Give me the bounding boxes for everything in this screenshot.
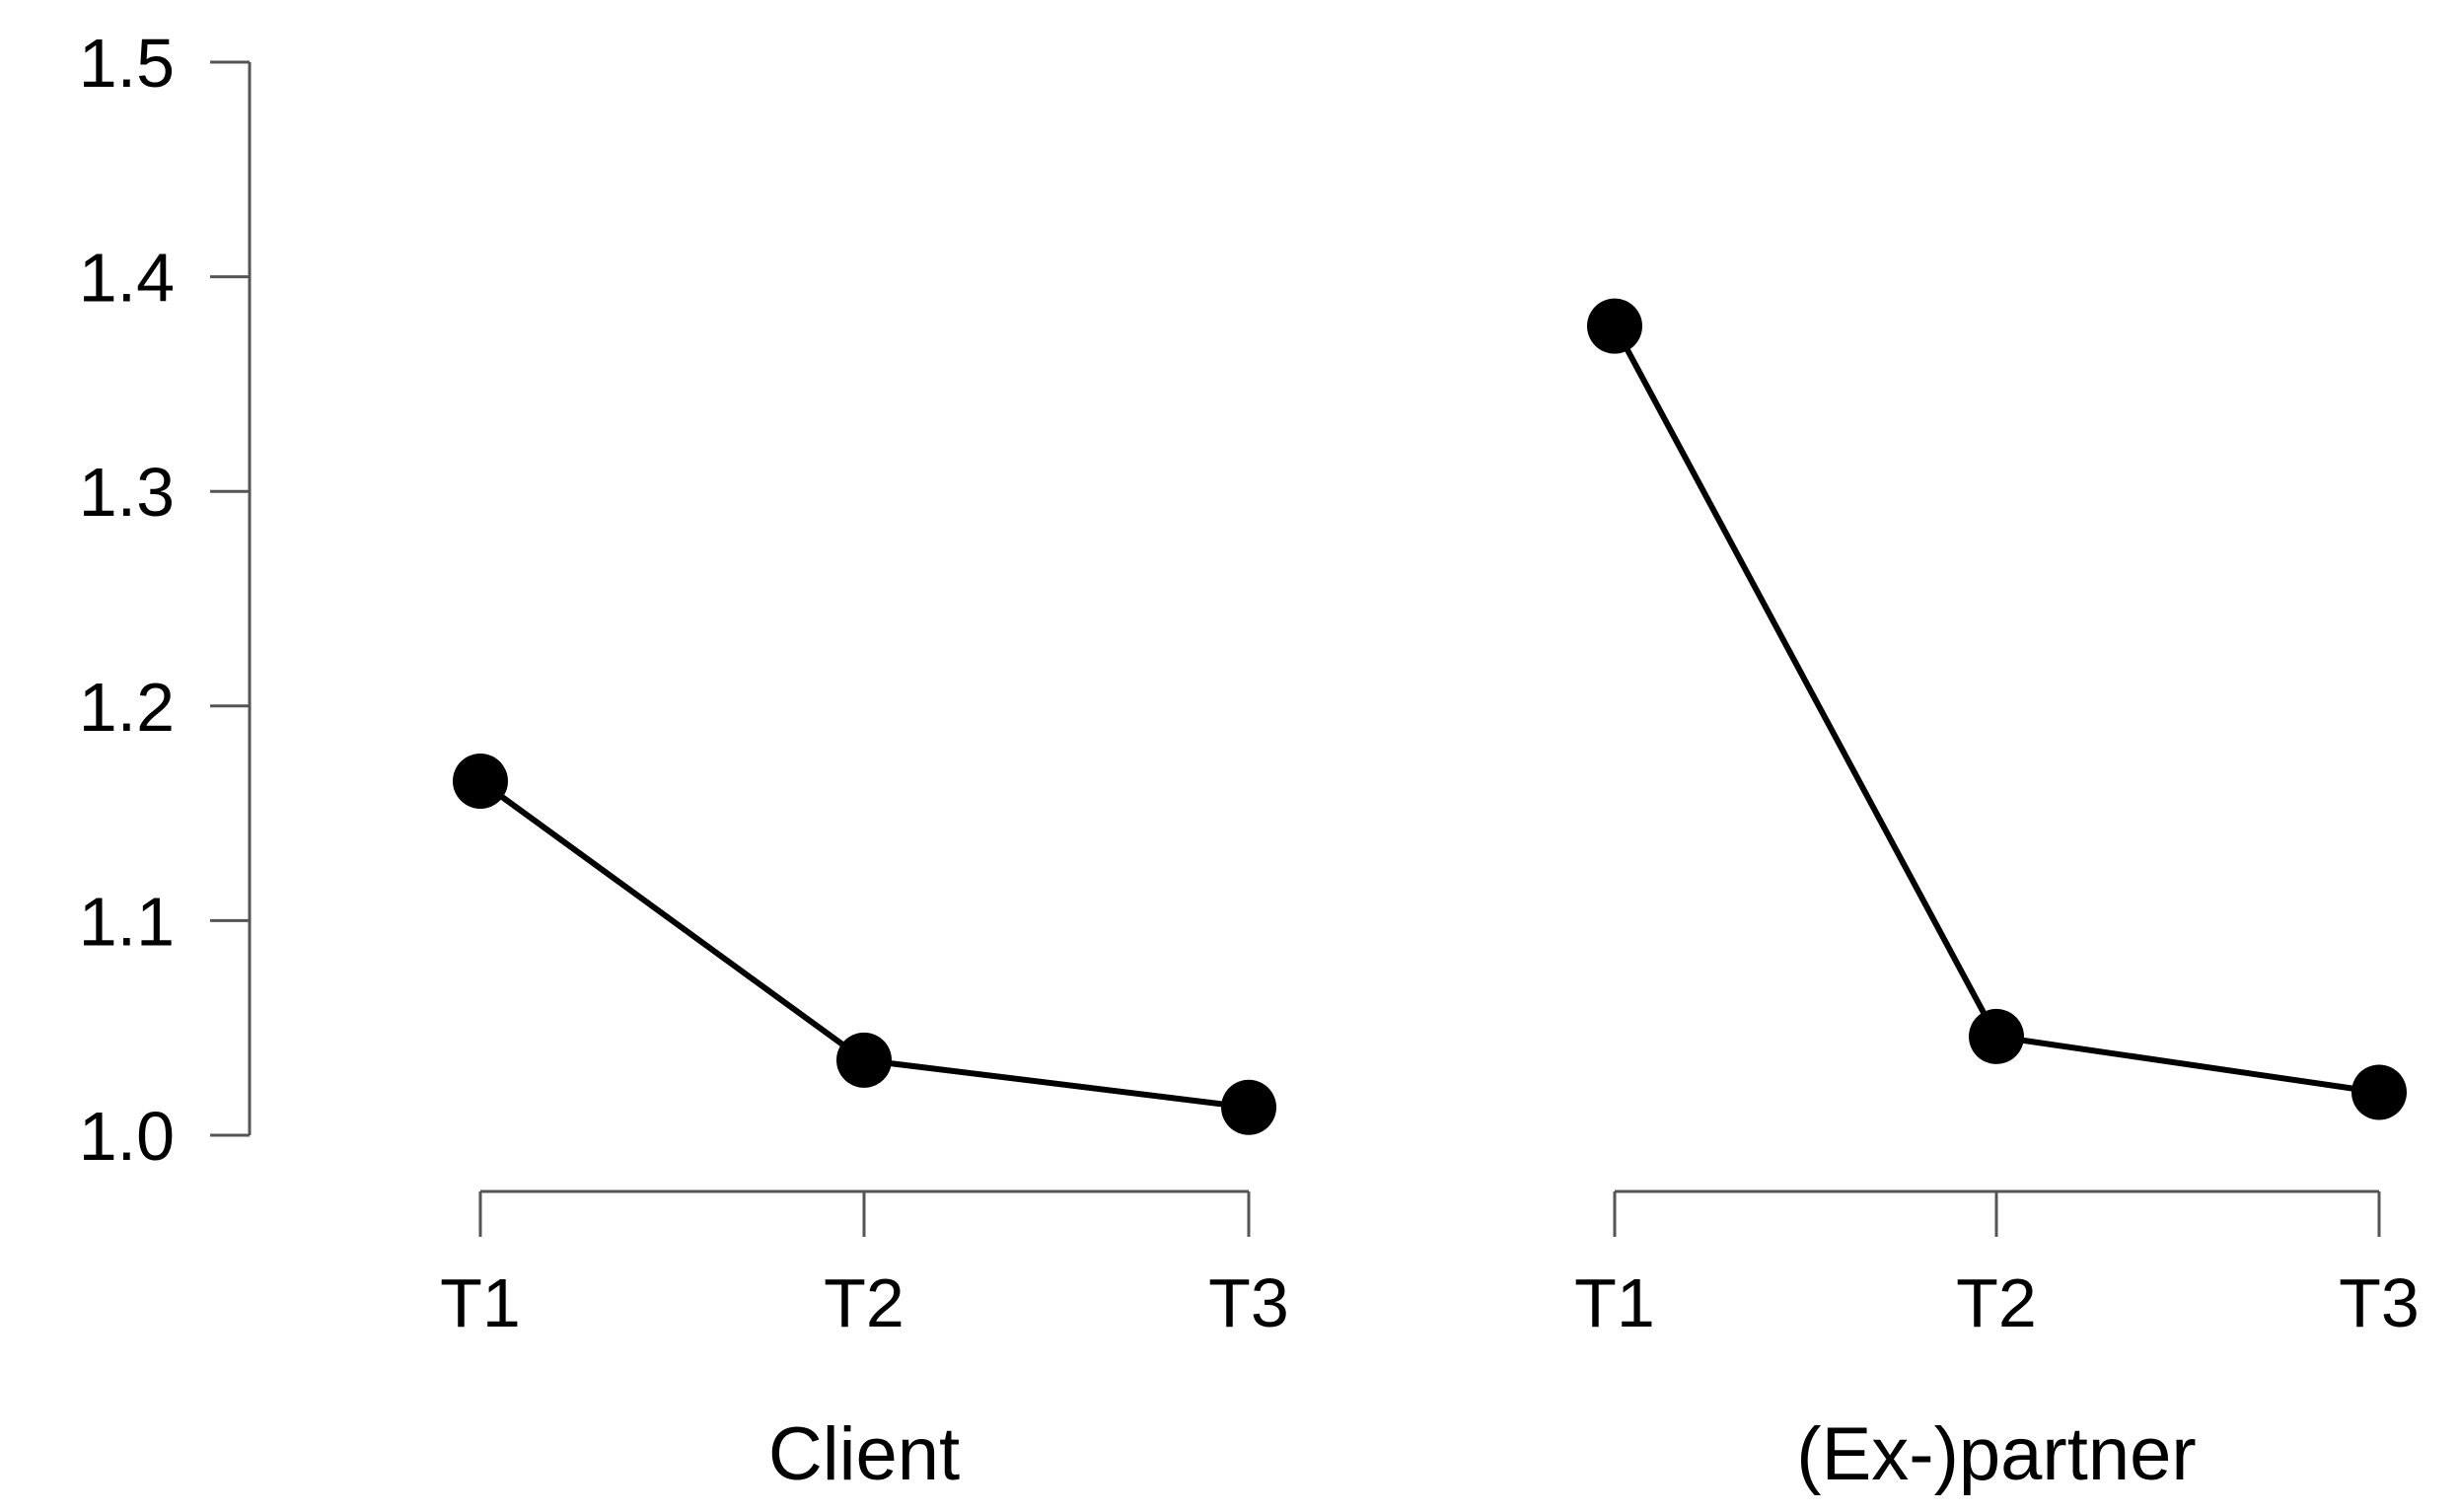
data-point	[453, 753, 508, 809]
group-label: (Ex-)partner	[1796, 1412, 2196, 1496]
group-label: Client	[768, 1412, 960, 1496]
y-axis: 1.0 1.1 1.2 1.3 1.4 1.5	[79, 25, 252, 1175]
y-tick-label: 1.3	[79, 454, 175, 531]
series	[453, 298, 2407, 1135]
data-point	[1587, 298, 1642, 354]
x-tick-label: T1	[1574, 1264, 1655, 1341]
y-tick-label: 1.2	[79, 669, 175, 746]
data-point	[2351, 1064, 2407, 1120]
y-tick-label: 1.1	[79, 883, 175, 960]
x-tick-label: T2	[1956, 1264, 2037, 1341]
group-labels: Client (Ex-)partner	[768, 1412, 2197, 1496]
y-tick-label: 1.0	[79, 1098, 175, 1175]
data-point	[836, 1032, 892, 1088]
x-axes: T1 T2 T3 T1 T2 T3	[440, 1189, 2420, 1341]
y-tick-label: 1.4	[79, 240, 175, 317]
series-line	[1612, 323, 2382, 1096]
y-tick-label: 1.5	[79, 25, 175, 102]
data-point	[1221, 1079, 1276, 1135]
data-point	[1969, 1008, 2024, 1064]
x-tick-label: T3	[1208, 1264, 1289, 1341]
x-tick-label: T3	[2339, 1264, 2420, 1341]
x-tick-label: T2	[824, 1264, 904, 1341]
x-tick-label: T1	[440, 1264, 521, 1341]
